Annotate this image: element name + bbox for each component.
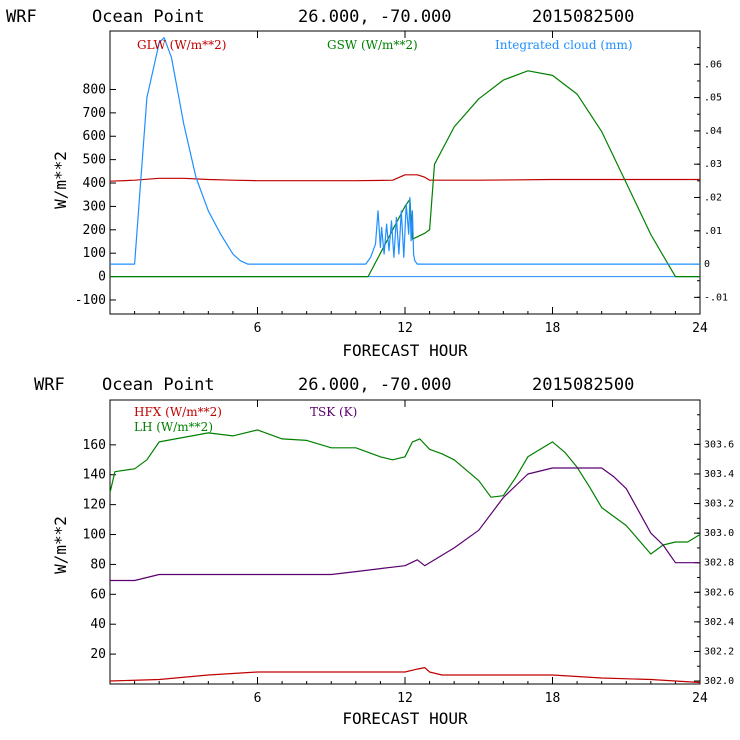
bottom-y-tick-label: 60	[90, 587, 106, 602]
top-y2-tick-label: 0	[704, 259, 710, 270]
top-title-location: Ocean Point	[92, 7, 205, 27]
bottom-series-hfx-line	[109, 666, 701, 684]
bottom-y-tick-label: 100	[83, 528, 106, 543]
top-plot-frame	[109, 30, 701, 315]
top-y2-tick-label: .01	[704, 226, 722, 237]
top-y-tick-label: 500	[83, 153, 106, 168]
bottom-y2-tick-label: 303.6	[704, 439, 734, 450]
legend-glw: GLW (W/m**2)	[137, 38, 226, 52]
bottom-y-axis-label: W/m**2	[51, 516, 70, 574]
bottom-y2-tick-label: 302.8	[704, 558, 734, 569]
top-y2-tick-label: .04	[704, 126, 722, 137]
top-x-tick-label: 24	[692, 321, 708, 336]
top-y-tick-label: -100	[75, 293, 106, 308]
bottom-x-tick-label: 12	[397, 691, 413, 706]
bottom-title-date: 2015082500	[532, 375, 634, 395]
top-y-tick-label: 300	[83, 199, 106, 214]
bottom-y-tick-label: 80	[90, 557, 106, 572]
top-y-tick-label: 700	[83, 106, 106, 121]
legend-integrated-cloud: Integrated cloud (mm)	[495, 38, 633, 52]
top-series-glw-line	[109, 174, 700, 182]
top-title-date: 2015082500	[532, 7, 634, 27]
top-x-tick-label: 6	[254, 321, 262, 336]
top-series-group	[109, 37, 700, 278]
top-panel: WRF Ocean Point 26.000, -70.000 20150825…	[6, 7, 728, 360]
bottom-series-tsk-line	[110, 467, 700, 582]
bottom-title-coordinates: 26.000, -70.000	[298, 375, 452, 395]
top-y2-tick-label: .03	[704, 159, 722, 170]
bottom-x-axis-label: FORECAST HOUR	[342, 709, 468, 728]
top-y2-tick-label: .02	[704, 192, 722, 203]
bottom-x-tick-label: 6	[254, 691, 262, 706]
bottom-x-tick-label: 24	[692, 691, 708, 706]
bottom-plot-frame	[109, 399, 701, 685]
top-y-tick-label: 800	[83, 82, 106, 97]
bottom-title-model: WRF	[34, 375, 65, 395]
bottom-y2-tick-label: 303.2	[704, 499, 734, 510]
top-y2-tick-label: .05	[704, 93, 722, 104]
top-y-tick-label: 200	[83, 223, 106, 238]
bottom-y-tick-label: 120	[83, 498, 106, 513]
legend-gsw: GSW (W/m**2)	[327, 38, 418, 52]
top-x-tick-label: 12	[397, 321, 413, 336]
bottom-y2-tick-label: 303.4	[704, 469, 734, 480]
bottom-y-tick-label: 20	[90, 647, 106, 662]
bottom-series-lh-line	[109, 429, 701, 555]
top-axis-ticks: -100 0 100 200 300 400 500 600 700 800 6 12 18 24 -.01…	[75, 30, 728, 336]
bottom-series-group	[109, 429, 701, 684]
bottom-y2-tick-label: 302.4	[704, 617, 734, 628]
top-y-axis-label: W/m**2	[51, 151, 70, 209]
bottom-y-tick-label: 40	[90, 617, 106, 632]
bottom-y-tick-label: 140	[83, 468, 106, 483]
bottom-y2-tick-label: 302.0	[704, 676, 734, 687]
top-y-tick-label: 0	[98, 270, 106, 285]
bottom-title-location: Ocean Point	[102, 375, 215, 395]
bottom-y-tick-label: 160	[83, 438, 106, 453]
top-x-tick-label: 18	[545, 321, 561, 336]
bottom-x-tick-label: 18	[545, 691, 561, 706]
top-y2-tick-label: .06	[704, 59, 722, 70]
bottom-y2-tick-label: 303.0	[704, 528, 734, 539]
bottom-axis-ticks: 20 40 60 80 100 120 140 160 6 12 18 24 302.0 302.2 302…	[83, 400, 734, 706]
bottom-y2-tick-label: 302.6	[704, 587, 734, 598]
top-y-tick-label: 600	[83, 129, 106, 144]
legend-hfx: HFX (W/m**2)	[134, 405, 222, 419]
top-title-model: WRF	[6, 7, 37, 27]
top-y-tick-label: 100	[83, 246, 106, 261]
bottom-panel: WRF Ocean Point 26.000, -70.000 20150825…	[34, 375, 734, 728]
legend-tsk: TSK (K)	[310, 405, 357, 419]
top-y-tick-label: 400	[83, 176, 106, 191]
top-x-axis-label: FORECAST HOUR	[342, 341, 468, 360]
bottom-y2-tick-label: 302.2	[704, 646, 734, 657]
top-y2-tick-label: -.01	[704, 292, 728, 303]
top-series-integrated-line	[110, 37, 700, 265]
top-series-gsw-line	[110, 70, 700, 278]
top-title-coordinates: 26.000, -70.000	[298, 7, 452, 27]
legend-lh: LH (W/m**2)	[134, 420, 213, 434]
